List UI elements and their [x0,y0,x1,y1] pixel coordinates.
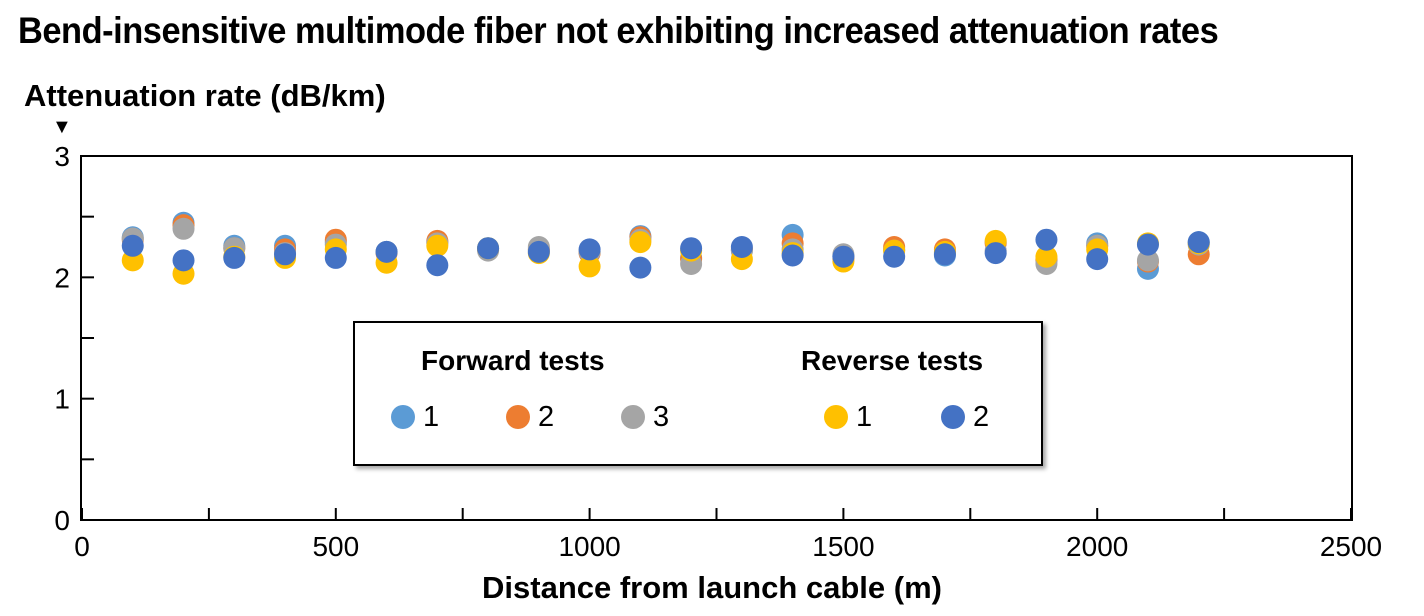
legend-item-reverse-2: 2 [941,401,989,433]
x-tick-label: 0 [74,531,90,562]
data-point [629,231,652,254]
data-point [1035,245,1058,268]
data-point [274,243,297,266]
data-point [1136,233,1159,256]
data-point [933,243,956,266]
legend-label-forward-3: 3 [653,400,670,433]
data-point [883,245,906,268]
data-point [527,240,550,263]
legend-item-forward-1: 1 [391,401,439,433]
data-point [578,255,601,278]
legend: Forward tests Reverse tests 1 2 3 1 2 [353,321,1043,466]
data-point [223,246,246,269]
data-point [172,249,195,272]
legend-label-reverse-2: 2 [973,400,990,433]
data-point [426,234,449,257]
data-point [832,245,855,268]
y-tick-label: 1 [54,384,70,415]
data-point [121,234,144,257]
data-point [680,237,703,260]
legend-marker-reverse-1 [824,405,848,429]
legend-label-forward-2: 2 [538,400,555,433]
data-point [477,237,500,260]
data-point [172,217,195,240]
x-tick-label: 2500 [1320,531,1382,562]
data-point [1035,228,1058,251]
x-tick-label: 500 [312,531,359,562]
y-tick-label: 3 [54,141,70,172]
data-point [1086,248,1109,271]
x-tick-label: 2000 [1066,531,1128,562]
legend-marker-forward-2 [506,405,530,429]
data-point [781,244,804,267]
legend-marker-forward-1 [391,405,415,429]
x-tick-label: 1500 [812,531,874,562]
data-point [730,236,753,258]
legend-item-reverse-1: 1 [824,401,872,433]
legend-marker-forward-3 [621,405,645,429]
chart-title: Bend-insensitive multimode fiber not exh… [18,10,1219,51]
y-axis-label: Attenuation rate (dB/km) [24,78,386,113]
legend-item-forward-3: 3 [621,401,669,433]
legend-label-reverse-1: 1 [856,400,873,433]
data-point [426,254,449,277]
y-axis-arrow-icon: ▼ [52,116,72,138]
data-point [375,240,398,263]
series-reverse-2 [121,228,1210,279]
data-point [1136,249,1159,272]
data-point [984,242,1007,265]
data-point [629,256,652,279]
y-tick-label: 0 [54,505,70,536]
legend-item-forward-2: 2 [506,401,554,433]
x-axis-label: Distance from launch cable (m) [482,570,942,605]
legend-group-reverse: Reverse tests [801,345,984,376]
data-point [578,238,601,261]
legend-group-forward: Forward tests [421,345,605,376]
data-point [1187,231,1210,254]
y-tick-label: 2 [54,262,70,293]
legend-marker-reverse-2 [941,405,965,429]
legend-label-forward-1: 1 [423,400,440,433]
data-point [324,246,347,269]
x-tick-label: 1000 [558,531,620,562]
